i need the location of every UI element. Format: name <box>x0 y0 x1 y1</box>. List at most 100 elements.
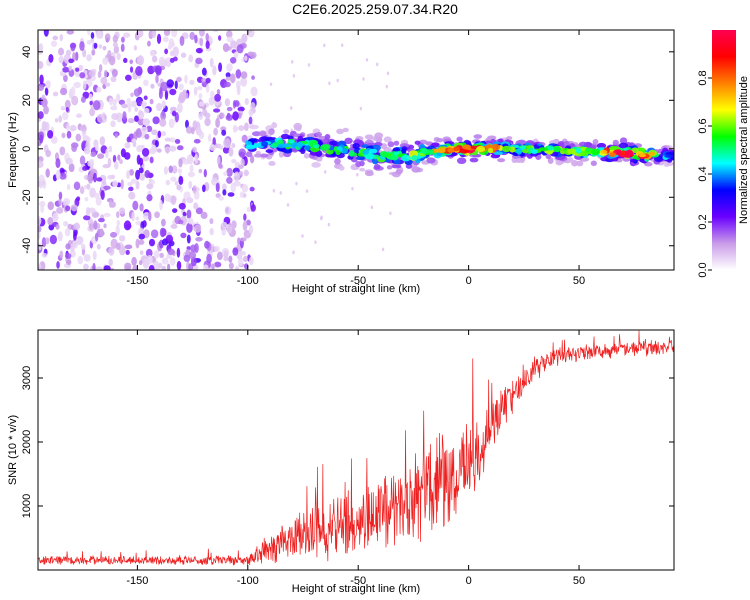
spectrogram-noise-blob <box>108 247 115 256</box>
spectrogram-noise-blob <box>94 232 99 242</box>
spectrogram-noise-blob <box>99 228 104 237</box>
spectrogram-noise-blob <box>102 57 109 65</box>
spectrogram-noise-blob <box>50 136 58 144</box>
spectrogram-noise-blob <box>185 126 193 134</box>
spectrogram-noise-blob <box>52 91 59 97</box>
spectrogram-noise-blob <box>208 96 215 106</box>
spectrogram-y-tick-label: 40 <box>21 46 33 58</box>
spectrogram-noise-blob <box>166 263 171 270</box>
spectrogram-noise-blob <box>129 59 134 65</box>
spectrogram-noise-blob <box>171 110 177 117</box>
spectrogram-noise-blob <box>141 147 150 157</box>
spectrogram-noise-blob <box>209 218 214 225</box>
spectrogram-noise-blob <box>56 207 64 214</box>
spectrogram-signal-blob <box>338 165 345 171</box>
spectrogram-noise-blob <box>143 107 150 114</box>
spectrogram-noise-blob <box>150 50 156 57</box>
spectrogram-noise-blob <box>152 116 160 125</box>
spectrogram-noise-blob <box>125 249 130 255</box>
spectrogram-noise-blob <box>82 80 87 90</box>
spectrogram-noise-blob <box>169 88 177 96</box>
spectrogram-noise-blob <box>64 253 72 260</box>
spectrogram-noise-blob <box>223 171 228 176</box>
spectrogram-noise-blob <box>85 140 91 151</box>
spectrogram-signal-blob <box>303 153 310 159</box>
spectrogram-noise-blob <box>95 266 103 270</box>
spectrogram-noise-blob <box>188 54 194 63</box>
spectrogram-noise-blob <box>249 155 255 164</box>
spectrogram-noise-blob <box>137 98 142 106</box>
spectrogram-noise-blob <box>68 65 73 72</box>
spectrogram-noise-blob <box>210 90 215 99</box>
spectrogram-noise-blob <box>71 95 79 106</box>
spectrogram-signal-blob <box>329 140 339 146</box>
spectrogram-noise-blob <box>209 227 214 236</box>
spectrogram-sparse-dot <box>290 106 293 110</box>
spectrogram-noise-blob <box>87 160 95 167</box>
spectrogram-noise-blob <box>242 193 247 198</box>
spectrogram-noise-blob <box>204 117 211 127</box>
spectrogram-noise-blob <box>226 167 233 177</box>
spectrogram-noise-blob <box>96 177 103 182</box>
spectrogram-noise-blob <box>228 147 234 157</box>
spectrogram-noise-blob <box>38 174 45 183</box>
spectrogram-noise-blob <box>226 224 233 234</box>
spectrogram-noise-blob <box>186 222 193 233</box>
spectrogram-signal-blob <box>462 144 472 150</box>
spectrogram-noise-blob <box>105 148 109 159</box>
spectrogram-noise-blob <box>79 155 86 166</box>
spectrogram-noise-blob <box>58 115 63 123</box>
spectrogram-noise-blob <box>132 265 139 270</box>
spectrogram-sparse-dot <box>320 216 323 221</box>
spectrogram-noise-blob <box>64 99 71 110</box>
spectrogram-noise-blob <box>135 66 143 76</box>
spectrogram-noise-blob <box>198 112 204 121</box>
spectrogram-noise-blob <box>241 183 249 193</box>
spectrogram-noise-blob <box>168 137 176 143</box>
spectrogram-noise-blob <box>115 242 121 251</box>
spectrogram-noise-blob <box>249 256 254 266</box>
spectrogram-noise-blob <box>97 153 105 159</box>
spectrogram-noise-blob <box>223 81 231 88</box>
spectrogram-noise-blob <box>213 261 222 268</box>
spectrogram-noise-blob <box>138 233 146 240</box>
spectrogram-signal-blob <box>456 136 463 142</box>
spectrogram-noise-blob <box>138 239 145 245</box>
spectrogram-noise-blob <box>110 231 118 238</box>
spectrogram-noise-blob <box>237 164 244 170</box>
spectrogram-noise-blob <box>76 113 82 118</box>
spectrogram-sparse-dot <box>323 43 326 48</box>
spectrogram-noise-blob <box>101 112 107 121</box>
spectrogram-sparse-dot <box>389 211 392 216</box>
spectrogram-signal-blob <box>487 147 494 154</box>
spectrogram-noise-blob <box>205 40 210 49</box>
spectrogram-noise-blob <box>116 219 121 227</box>
spectrogram-sparse-dot <box>286 203 290 207</box>
spectrogram-noise-blob <box>226 176 233 184</box>
spectrogram-noise-blob <box>151 55 158 63</box>
spectrogram-noise-blob <box>94 192 100 200</box>
snr-y-tick-label: 2000 <box>21 430 33 454</box>
spectrogram-sparse-dot <box>362 77 365 81</box>
spectrogram-noise-blob <box>68 58 74 64</box>
spectrogram-noise-blob <box>139 173 145 181</box>
spectrogram-noise-blob <box>71 144 78 152</box>
spectrogram-noise-blob <box>201 78 207 83</box>
spectrogram-noise-blob <box>143 95 148 101</box>
spectrogram-noise-blob <box>119 235 126 242</box>
spectrogram-signal-blob <box>590 148 601 156</box>
spectrogram-noise-blob <box>164 90 169 100</box>
spectrogram-noise-blob <box>110 174 116 180</box>
spectrogram-signal-blob <box>502 145 512 153</box>
spectrogram-noise-blob <box>244 98 249 106</box>
spectrogram-noise-blob <box>80 243 86 250</box>
spectrogram-noise-blob <box>250 204 256 212</box>
spectrogram-noise-blob <box>65 205 71 212</box>
spectrogram-noise-blob <box>225 114 234 121</box>
spectrogram-noise-blob <box>133 88 141 97</box>
spectrogram-noise-blob <box>161 100 166 109</box>
spectrogram-noise-blob <box>69 42 77 49</box>
spectrogram-noise-blob <box>203 169 207 178</box>
spectrogram-noise-blob <box>55 169 61 181</box>
spectrogram-noise-blob <box>200 211 208 220</box>
